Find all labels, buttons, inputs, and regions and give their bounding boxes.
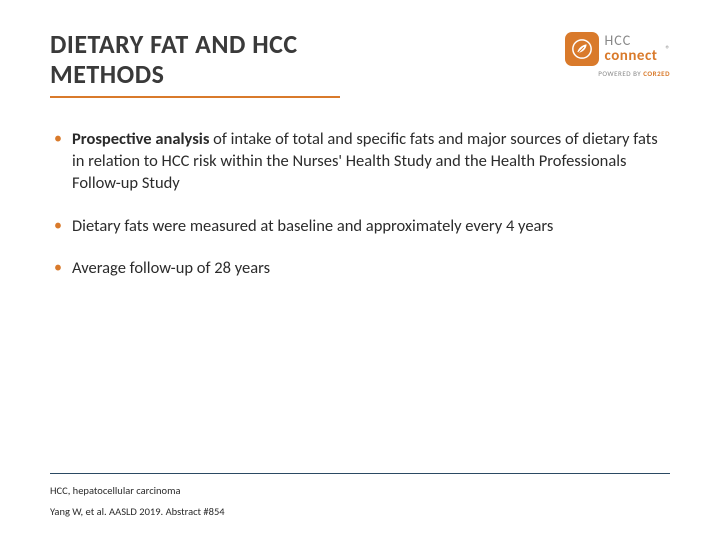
footer-rule: [50, 473, 670, 475]
powered-label: POWERED BY: [598, 69, 643, 78]
content: Prospective analysis of intake of total …: [0, 98, 720, 279]
logo-line-1: HCC: [605, 34, 658, 48]
powered-brand: COR2ED: [643, 69, 670, 78]
footnote: HCC, hepatocellular carcinoma: [50, 484, 670, 497]
bullet-list: Prospective analysis of intake of total …: [50, 128, 670, 279]
list-item: Dietary fats were measured at baseline a…: [50, 215, 670, 237]
logo: HCC connect ® POWERED BY COR2ED: [565, 30, 670, 78]
title-line-1: DIETARY FAT AND HCC: [50, 28, 298, 60]
logo-text: HCC connect: [605, 34, 658, 64]
bullet-bold-lead: Prospective analysis: [72, 129, 209, 149]
page-title: DIETARY FAT AND HCC METHODS: [50, 30, 565, 90]
title-line-2: METHODS: [50, 58, 164, 90]
footer: HCC, hepatocellular carcinoma Yang W, et…: [50, 473, 670, 519]
citation: Yang W, et al. AASLD 2019. Abstract #854: [50, 505, 670, 518]
title-block: DIETARY FAT AND HCC METHODS: [50, 30, 565, 98]
logo-row: HCC connect ®: [565, 32, 670, 66]
list-item: Prospective analysis of intake of total …: [50, 128, 670, 195]
leaf-icon: [565, 32, 599, 66]
logo-line-2: connect: [605, 47, 658, 65]
header: DIETARY FAT AND HCC METHODS HCC connect …: [0, 0, 720, 98]
title-underline: [50, 96, 340, 98]
list-item: Average follow-up of 28 years: [50, 257, 670, 279]
bullet-text: Average follow-up of 28 years: [72, 258, 270, 278]
powered-by: POWERED BY COR2ED: [565, 69, 670, 78]
bullet-text: Dietary fats were measured at baseline a…: [72, 216, 553, 236]
registered-mark: ®: [665, 44, 670, 55]
